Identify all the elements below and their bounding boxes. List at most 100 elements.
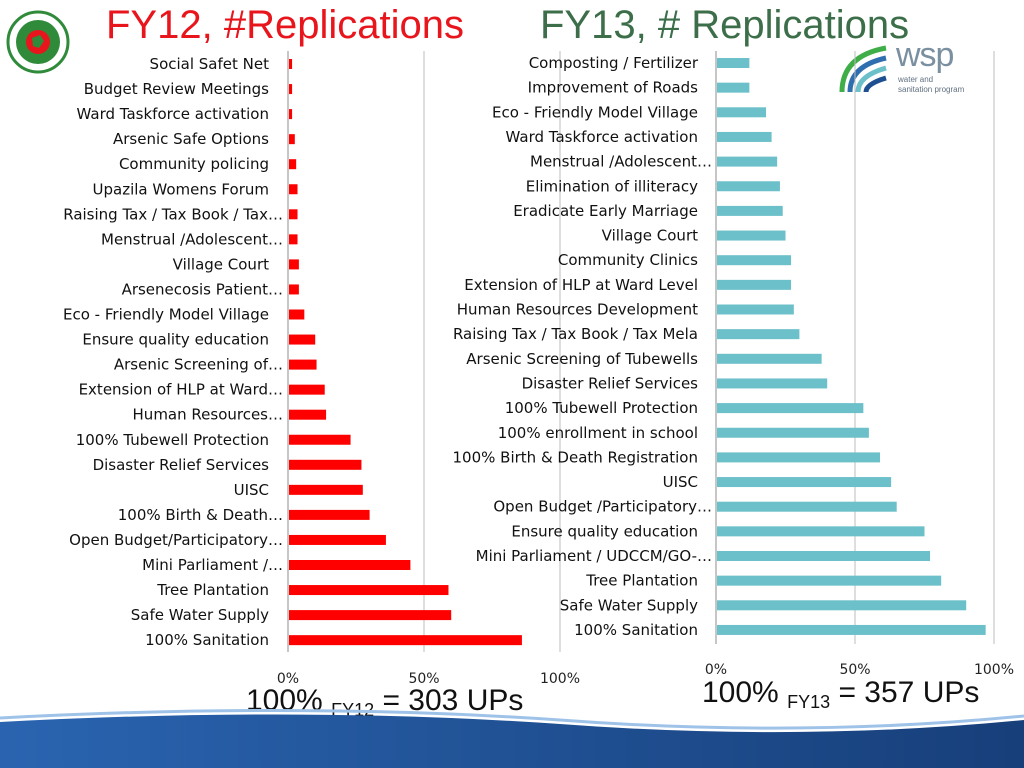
fy12-bar [289,184,298,195]
fy12-bar [289,384,325,395]
fy13-bar [717,624,986,635]
fy12-category-label: Eco - Friendly Model Village [63,306,269,324]
wsp-logo-subtitle-1: water and [898,75,934,84]
fy13-category-label: Raising Tax / Tax Book / Tax Mela [453,325,698,343]
fy13-category-label: Improvement of Roads [528,79,699,97]
fy13-bar [717,329,800,340]
fy12-bar [289,434,351,445]
fy12-bar [289,209,298,220]
fy13-category-label: 100% Birth & Death Registration [453,448,698,466]
fy13-x-tick-label: 100% [974,662,1014,678]
fy13-bar [717,181,780,192]
fy12-category-label: UISC [234,481,269,499]
fy13-category-label: Disaster Relief Services [522,374,699,392]
fy12-bar [289,334,316,345]
fy13-bar [717,403,864,414]
fy12-category-label: Disaster Relief Services [93,456,270,474]
fy13-bar [717,279,792,290]
fy12-bar [289,284,299,295]
fy12-category-label: Menstrual /Adolescent… [101,230,283,248]
fy12-category-label: 100% Tubewell Protection [76,431,269,449]
fy13-category-label: Arsenic Screening of Tubewells [466,350,698,368]
fy12-category-label: Village Court [173,255,269,273]
fy13-bar [717,304,794,315]
fy13-bar [717,378,828,389]
fy13-bar [717,58,750,68]
fy13-category-label: Open Budget /Participatory… [493,498,712,516]
fy12-bar [289,635,522,646]
fy13-chart-title: FY13, # Replications [540,3,910,47]
fy12-category-label: Arsenic Screening of… [114,356,283,374]
fy13-bar [717,477,892,488]
fy12-chart-title: FY12, #Replications [106,3,464,47]
fy12-bar [289,159,297,170]
fy12-category-label: Arsenic Safe Options [113,130,269,148]
fy13-category-label: UISC [663,473,698,491]
fy12-bar [289,84,293,95]
fy12-bar [289,359,317,370]
fy13-category-label: Tree Plantation [585,572,698,590]
fy12-x-tick-label: 50% [408,671,439,687]
fy13-bar [717,353,822,364]
fy13-category-label: Menstrual /Adolescent… [530,153,712,171]
fy13-category-label: Ward Taskforce activation [506,128,698,146]
fy12-category-label: Extension of HLP at Ward… [79,381,283,399]
fy12-category-label: Safe Water Supply [131,606,269,624]
fy13-category-label: Safe Water Supply [560,596,698,614]
fy13-category-label: Village Court [602,227,698,245]
fy12-bar [289,59,293,69]
fy13-category-label: Community Clinics [558,251,698,269]
fy12-category-label: Ward Taskforce activation [77,105,269,123]
fy13-bar [717,600,967,611]
wsp-logo-subtitle-2: sanitation program [898,85,965,94]
fy12-bar [289,560,411,570]
fy12-category-label: Budget Review Meetings [84,80,269,98]
fy13-bar [717,575,942,586]
fy12-bar [289,484,363,495]
fy13-category-label: 100% Tubewell Protection [505,399,698,417]
fy12-category-label: Human Resources… [133,406,283,424]
wsp-logo-name: wsp [896,36,954,74]
fy13-x-tick-label: 0% [705,662,727,678]
fy13-category-label: Ensure quality education [511,522,698,540]
fy12-bar [289,234,298,245]
fy12-category-label: Social Safet Net [150,55,270,73]
fy12-category-label: Upazila Womens Forum [93,180,269,198]
fy13-category-label: 100% enrollment in school [498,424,698,442]
fy13-category-label: Composting / Fertilizer [529,54,699,72]
fy12-category-label: Tree Plantation [156,581,269,599]
fy12-bar [289,509,370,520]
fy13-category-label: Elimination of illiteracy [526,177,698,195]
wsp-logo-icon: wsp water and sanitation program [838,36,978,100]
fy13-category-label: Eradicate Early Marriage [513,202,698,220]
fy12-category-label: 100% Birth & Death… [118,506,283,524]
fy12-bar [289,610,452,621]
fy13-footnote-sub: FY13 [787,692,831,712]
fy12-category-label: Ensure quality education [82,331,269,349]
fy12-bar [289,134,295,145]
fy13-bar [717,230,786,241]
fy13-bar [717,82,750,93]
fy12-category-label: Open Budget/Participatory… [69,531,283,549]
fy13-footnote-prefix: 100% [702,676,788,709]
fy12-bar [289,109,293,120]
fy13-category-label: Extension of HLP at Ward Level [464,276,698,294]
fy12-bar [289,534,386,545]
fy13-footnote-suffix: = 357 UPs [830,676,980,709]
fy12-bar [289,309,305,320]
fy12-x-tick-label: 100% [540,671,580,687]
fy13-bar [717,452,881,463]
fy13-footnote: 100% FY13 = 357 UPs [702,676,979,713]
fy12-x-tick-label: 0% [277,671,299,687]
fy13-category-label: Mini Parliament / UDCCM/GO-… [476,547,712,565]
fy12-category-label: Arsenecosis Patient… [122,280,283,298]
fy12-bar [289,259,299,270]
fy13-bar [717,255,792,266]
fy13-bar [717,156,778,167]
fy13-bar [717,107,767,118]
fy12-category-label: Mini Parliament /… [142,556,283,574]
fy13-x-tick-label: 50% [839,662,870,678]
fy13-category-label: Eco - Friendly Model Village [492,103,698,121]
